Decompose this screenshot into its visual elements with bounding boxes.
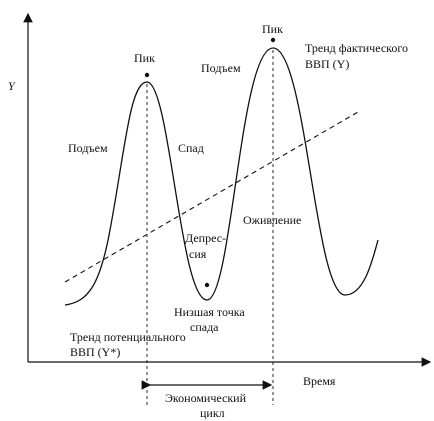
trough-dot (204, 282, 210, 288)
trough-label: Низшая точка (174, 305, 245, 319)
x-axis-label: Время (303, 374, 336, 388)
phase-label: сия (189, 247, 207, 261)
peak-dot (270, 37, 276, 43)
cycle-label: цикл (200, 406, 225, 420)
peak-label: Пик (262, 22, 283, 36)
trend-label: ВВП (Y*) (70, 345, 120, 359)
phase-label: Спад (178, 141, 204, 155)
phase-label: Депрес- (185, 231, 226, 245)
trough-label: спада (190, 320, 219, 334)
peak-label: Пик (134, 51, 155, 65)
trend-label: Тренд потенциального (70, 330, 186, 344)
phase-label: Подъем (68, 141, 108, 155)
phase-label: Оживление (243, 213, 301, 227)
y-axis-label: Y (8, 79, 16, 93)
trend-label: Тренд фактического (305, 41, 408, 55)
trend-label: ВВП (Y) (305, 57, 349, 71)
cycle-label: Экономический (165, 391, 247, 405)
trend-line (64, 111, 359, 283)
phase-label: Подъем (201, 61, 241, 75)
gdp-curve (64, 47, 379, 306)
peak-dot (144, 72, 150, 78)
